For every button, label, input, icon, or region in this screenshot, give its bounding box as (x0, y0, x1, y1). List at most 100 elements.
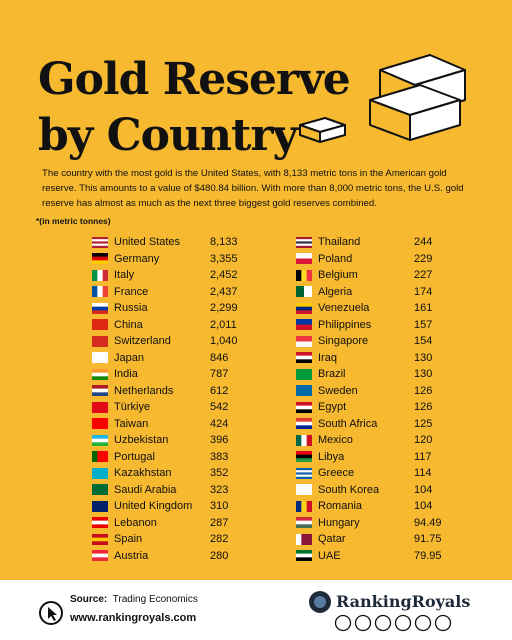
flag-stripe (296, 309, 312, 314)
table-row: Saudi Arabia 323 (92, 482, 228, 498)
reserve: 280 (210, 549, 229, 562)
table-row: Türkiye 542 (92, 399, 228, 415)
reserve: 104 (414, 483, 433, 496)
flag-stripe (92, 335, 108, 347)
country: Sweden (318, 384, 358, 397)
country: France (114, 285, 149, 298)
flag (296, 451, 312, 462)
flag-stripe (301, 500, 307, 512)
country: Singapore (318, 335, 369, 347)
reserve: 244 (414, 236, 433, 248)
flag-stripe (296, 341, 312, 347)
flag-stripe (92, 238, 108, 242)
source-name: Trading Economics (112, 594, 198, 605)
flag (92, 533, 108, 545)
table-row: Iraq 130 (296, 350, 432, 366)
flag-stripe (92, 372, 108, 377)
flag-stripe (92, 418, 108, 429)
country: Brazil (318, 368, 346, 380)
flag (92, 253, 108, 264)
country: Japan (114, 351, 144, 364)
flag-stripe (92, 306, 108, 311)
flag-stripe (92, 352, 108, 363)
country: Venezuela (318, 302, 370, 314)
brand: RankingRoyals (336, 592, 471, 611)
country: Spain (114, 533, 143, 545)
reserve: 787 (210, 368, 229, 380)
flag (92, 401, 108, 413)
country: China (114, 318, 143, 331)
flag-stripe (306, 533, 312, 545)
table-row: Venezuela 161 (296, 300, 432, 316)
flag-stripe (296, 355, 312, 360)
flag-stripe (92, 269, 98, 281)
reserve: 352 (210, 467, 229, 479)
country: Switzerland (114, 335, 171, 347)
flag-stripe (301, 434, 307, 446)
flag-stripe (92, 484, 108, 495)
country: Netherlands (114, 384, 174, 397)
table-row: Spain 282 (92, 531, 228, 547)
flag (296, 385, 312, 396)
country: Philippines (318, 318, 372, 331)
flag-stripe (92, 309, 108, 314)
flag-stripe (296, 425, 312, 429)
flag-stripe (296, 245, 312, 248)
flag (92, 385, 108, 396)
flag (92, 302, 108, 314)
flag-stripe (92, 245, 108, 248)
flag (296, 418, 312, 429)
flag-stripe (92, 319, 108, 330)
flag-stripe (92, 240, 108, 244)
flag (296, 401, 312, 413)
flag-stripe (92, 392, 108, 396)
flag-stripe (92, 434, 108, 439)
flag (92, 236, 108, 248)
flag-stripe (92, 537, 108, 542)
flag-stripe (296, 474, 312, 477)
source: Source: Trading Economics (70, 594, 198, 605)
flag-stripe (296, 238, 312, 242)
reserve: 91.75 (414, 533, 442, 545)
flag-stripe (92, 533, 108, 538)
flag-stripe (296, 451, 312, 455)
table-row: Greece 114 (296, 465, 432, 481)
flag-stripe (92, 260, 108, 264)
source-label: Source: (70, 594, 108, 605)
flag-stripe (92, 286, 98, 297)
reserve: 104 (414, 500, 433, 512)
flag-stripe (296, 286, 305, 297)
flag-stripe (92, 302, 108, 307)
country: Iraq (318, 351, 337, 364)
country: Germany (114, 252, 160, 265)
table-row: Germany 3,355 (92, 251, 238, 267)
country: Qatar (318, 533, 346, 545)
flag-stripe (296, 324, 312, 330)
flag (296, 517, 312, 528)
country: Italy (114, 269, 135, 281)
reserve: 117 (414, 450, 432, 463)
country: Mexico (318, 434, 353, 446)
reserve: 287 (210, 516, 229, 529)
table-row: Brazil 130 (296, 366, 432, 382)
flag-stripe (301, 269, 307, 281)
country: United Kingdom (114, 500, 193, 512)
flag-stripe (296, 467, 312, 470)
title: Gold Reserve (38, 54, 351, 105)
flag-stripe (296, 520, 312, 525)
flag (296, 434, 312, 446)
flag-stripe (296, 476, 312, 479)
flag-stripe (296, 359, 312, 363)
country: South Africa (318, 417, 378, 430)
social-icons[interactable] (334, 614, 454, 632)
flag-stripe (296, 458, 312, 462)
reserve: 120 (414, 434, 433, 446)
reserve: 282 (210, 533, 229, 545)
flag-stripe (92, 236, 108, 239)
country: Saudi Arabia (114, 483, 177, 496)
reserve: 2,437 (210, 285, 238, 298)
table-row: United States 8,133 (92, 234, 238, 250)
country: Thailand (318, 236, 361, 248)
cursor-icon (39, 601, 63, 625)
website[interactable]: www.rankingroyals.com (70, 612, 197, 624)
